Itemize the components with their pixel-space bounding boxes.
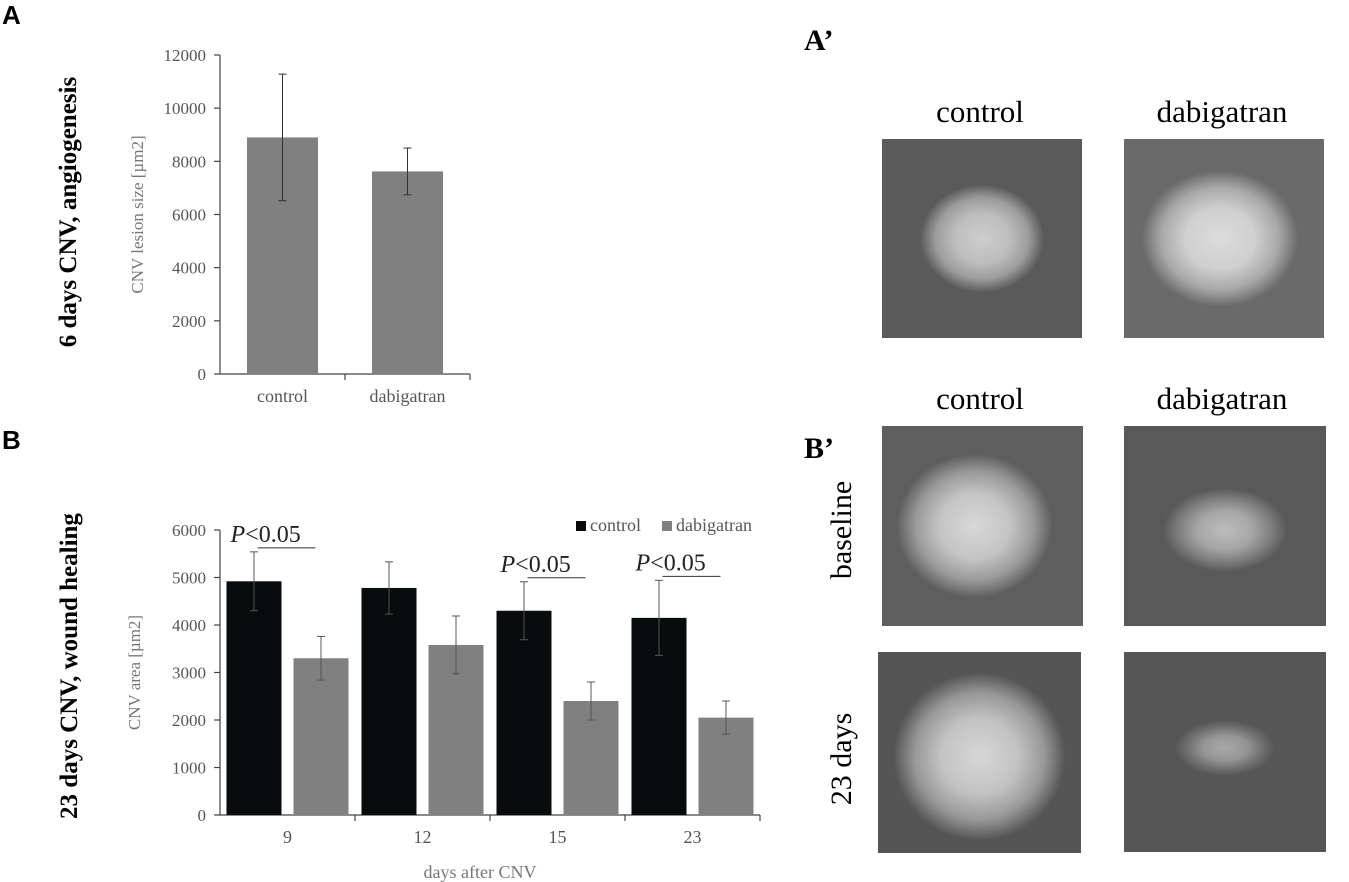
- y-tick-label: 6000: [172, 521, 206, 540]
- a-prime-col-label-control: control: [936, 94, 1024, 129]
- y-tick-label: 1000: [172, 759, 206, 778]
- image-b-prime-dabigatran-23-days: [1124, 652, 1326, 852]
- y-tick-label: 0: [198, 365, 207, 384]
- panel-label-a: A: [2, 0, 21, 30]
- bar-control-12: [361, 587, 417, 815]
- y-tick-label: 12000: [164, 46, 207, 65]
- chart-b: 0 1000 2000 3000 4000 5000 6000 9 12 15 23 P<0.05 P<…: [125, 515, 761, 882]
- legend-label-control: control: [590, 515, 641, 535]
- x-axis-label: days after CNV: [424, 862, 537, 882]
- y-tick-label: 2000: [172, 312, 206, 331]
- bar-control-9: [226, 581, 282, 815]
- a-prime-col-label-dabigatran: dabigatran: [1156, 94, 1288, 129]
- image-b-prime-control-23-days: [878, 652, 1081, 853]
- y-tick-label: 8000: [172, 152, 206, 171]
- y-tick-label: 10000: [164, 99, 207, 118]
- image-b-prime-control-baseline: [882, 426, 1083, 626]
- bar-control-15: [496, 610, 552, 815]
- x-tick-label: 9: [283, 827, 292, 847]
- legend-swatch-dabigatran: [662, 521, 672, 531]
- panel-label-a-prime: A’: [804, 24, 834, 57]
- b-prime-row-label-23-days: 23 days: [825, 712, 858, 806]
- legend-swatch-control: [576, 521, 586, 531]
- bar-dabigatran: [372, 171, 443, 374]
- x-tick-label: 15: [549, 827, 567, 847]
- b-prime-row-label-baseline: baseline: [825, 480, 858, 580]
- x-tick-label: dabigatran: [370, 386, 446, 406]
- x-tick-label: 12: [414, 827, 432, 847]
- y-tick-label: 4000: [172, 616, 206, 635]
- image-b-prime-dabigatran-baseline: [1124, 426, 1326, 626]
- y-tick-label: 3000: [172, 664, 206, 683]
- panel-label-b-prime: B’: [804, 432, 834, 465]
- chart-a: 0 2000 4000 6000 8000 10000 12000 control dabiga…: [128, 46, 471, 406]
- b-prime-col-label-dabigatran: dabigatran: [1156, 381, 1288, 416]
- y-axis-label: CNV lesion size [µm2]: [128, 135, 147, 293]
- bar-dabigatran-9: [293, 658, 349, 815]
- b-prime-col-label-control: control: [936, 381, 1024, 416]
- y-tick-label: 4000: [172, 259, 206, 278]
- y-tick-label: 6000: [172, 206, 206, 225]
- y-tick-label: 0: [198, 806, 207, 825]
- y-axis-label: CNV area [µm2]: [125, 615, 144, 730]
- significance-label: P<0.05: [500, 552, 571, 578]
- x-tick-label: 23: [684, 827, 702, 847]
- image-a-prime-dabigatran: [1124, 139, 1324, 338]
- significance-label: P<0.05: [635, 550, 706, 576]
- legend-label-dabigatran: dabigatran: [676, 515, 752, 535]
- image-a-prime-control: [882, 139, 1082, 338]
- panel-label-b: B: [2, 425, 21, 455]
- y-tick-label: 5000: [172, 569, 206, 588]
- significance-label: P<0.05: [230, 522, 301, 548]
- x-tick-label: control: [257, 386, 308, 406]
- y-tick-label: 2000: [172, 711, 206, 730]
